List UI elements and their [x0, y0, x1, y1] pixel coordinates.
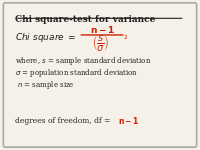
Text: $\left(\dfrac{s}{\sigma}\right)$: $\left(\dfrac{s}{\sigma}\right)$	[92, 33, 110, 53]
Text: $n$ = sample size: $n$ = sample size	[15, 79, 75, 91]
Text: Chi square-test for variance: Chi square-test for variance	[15, 15, 156, 24]
FancyBboxPatch shape	[3, 3, 197, 147]
Text: where, $s$ = sample standard deviation: where, $s$ = sample standard deviation	[15, 55, 152, 67]
Text: $\mathit{Chi\ square}\ =$: $\mathit{Chi\ square}\ =$	[15, 31, 77, 44]
Text: $^2$: $^2$	[123, 35, 128, 43]
Text: $\mathbf{n-1}$: $\mathbf{n-1}$	[90, 24, 115, 35]
Text: degrees of freedom, df =: degrees of freedom, df =	[15, 117, 113, 125]
Text: $\sigma$ = population standard deviation: $\sigma$ = population standard deviation	[15, 67, 138, 79]
Text: $\mathbf{n-1}$: $\mathbf{n-1}$	[118, 115, 140, 126]
